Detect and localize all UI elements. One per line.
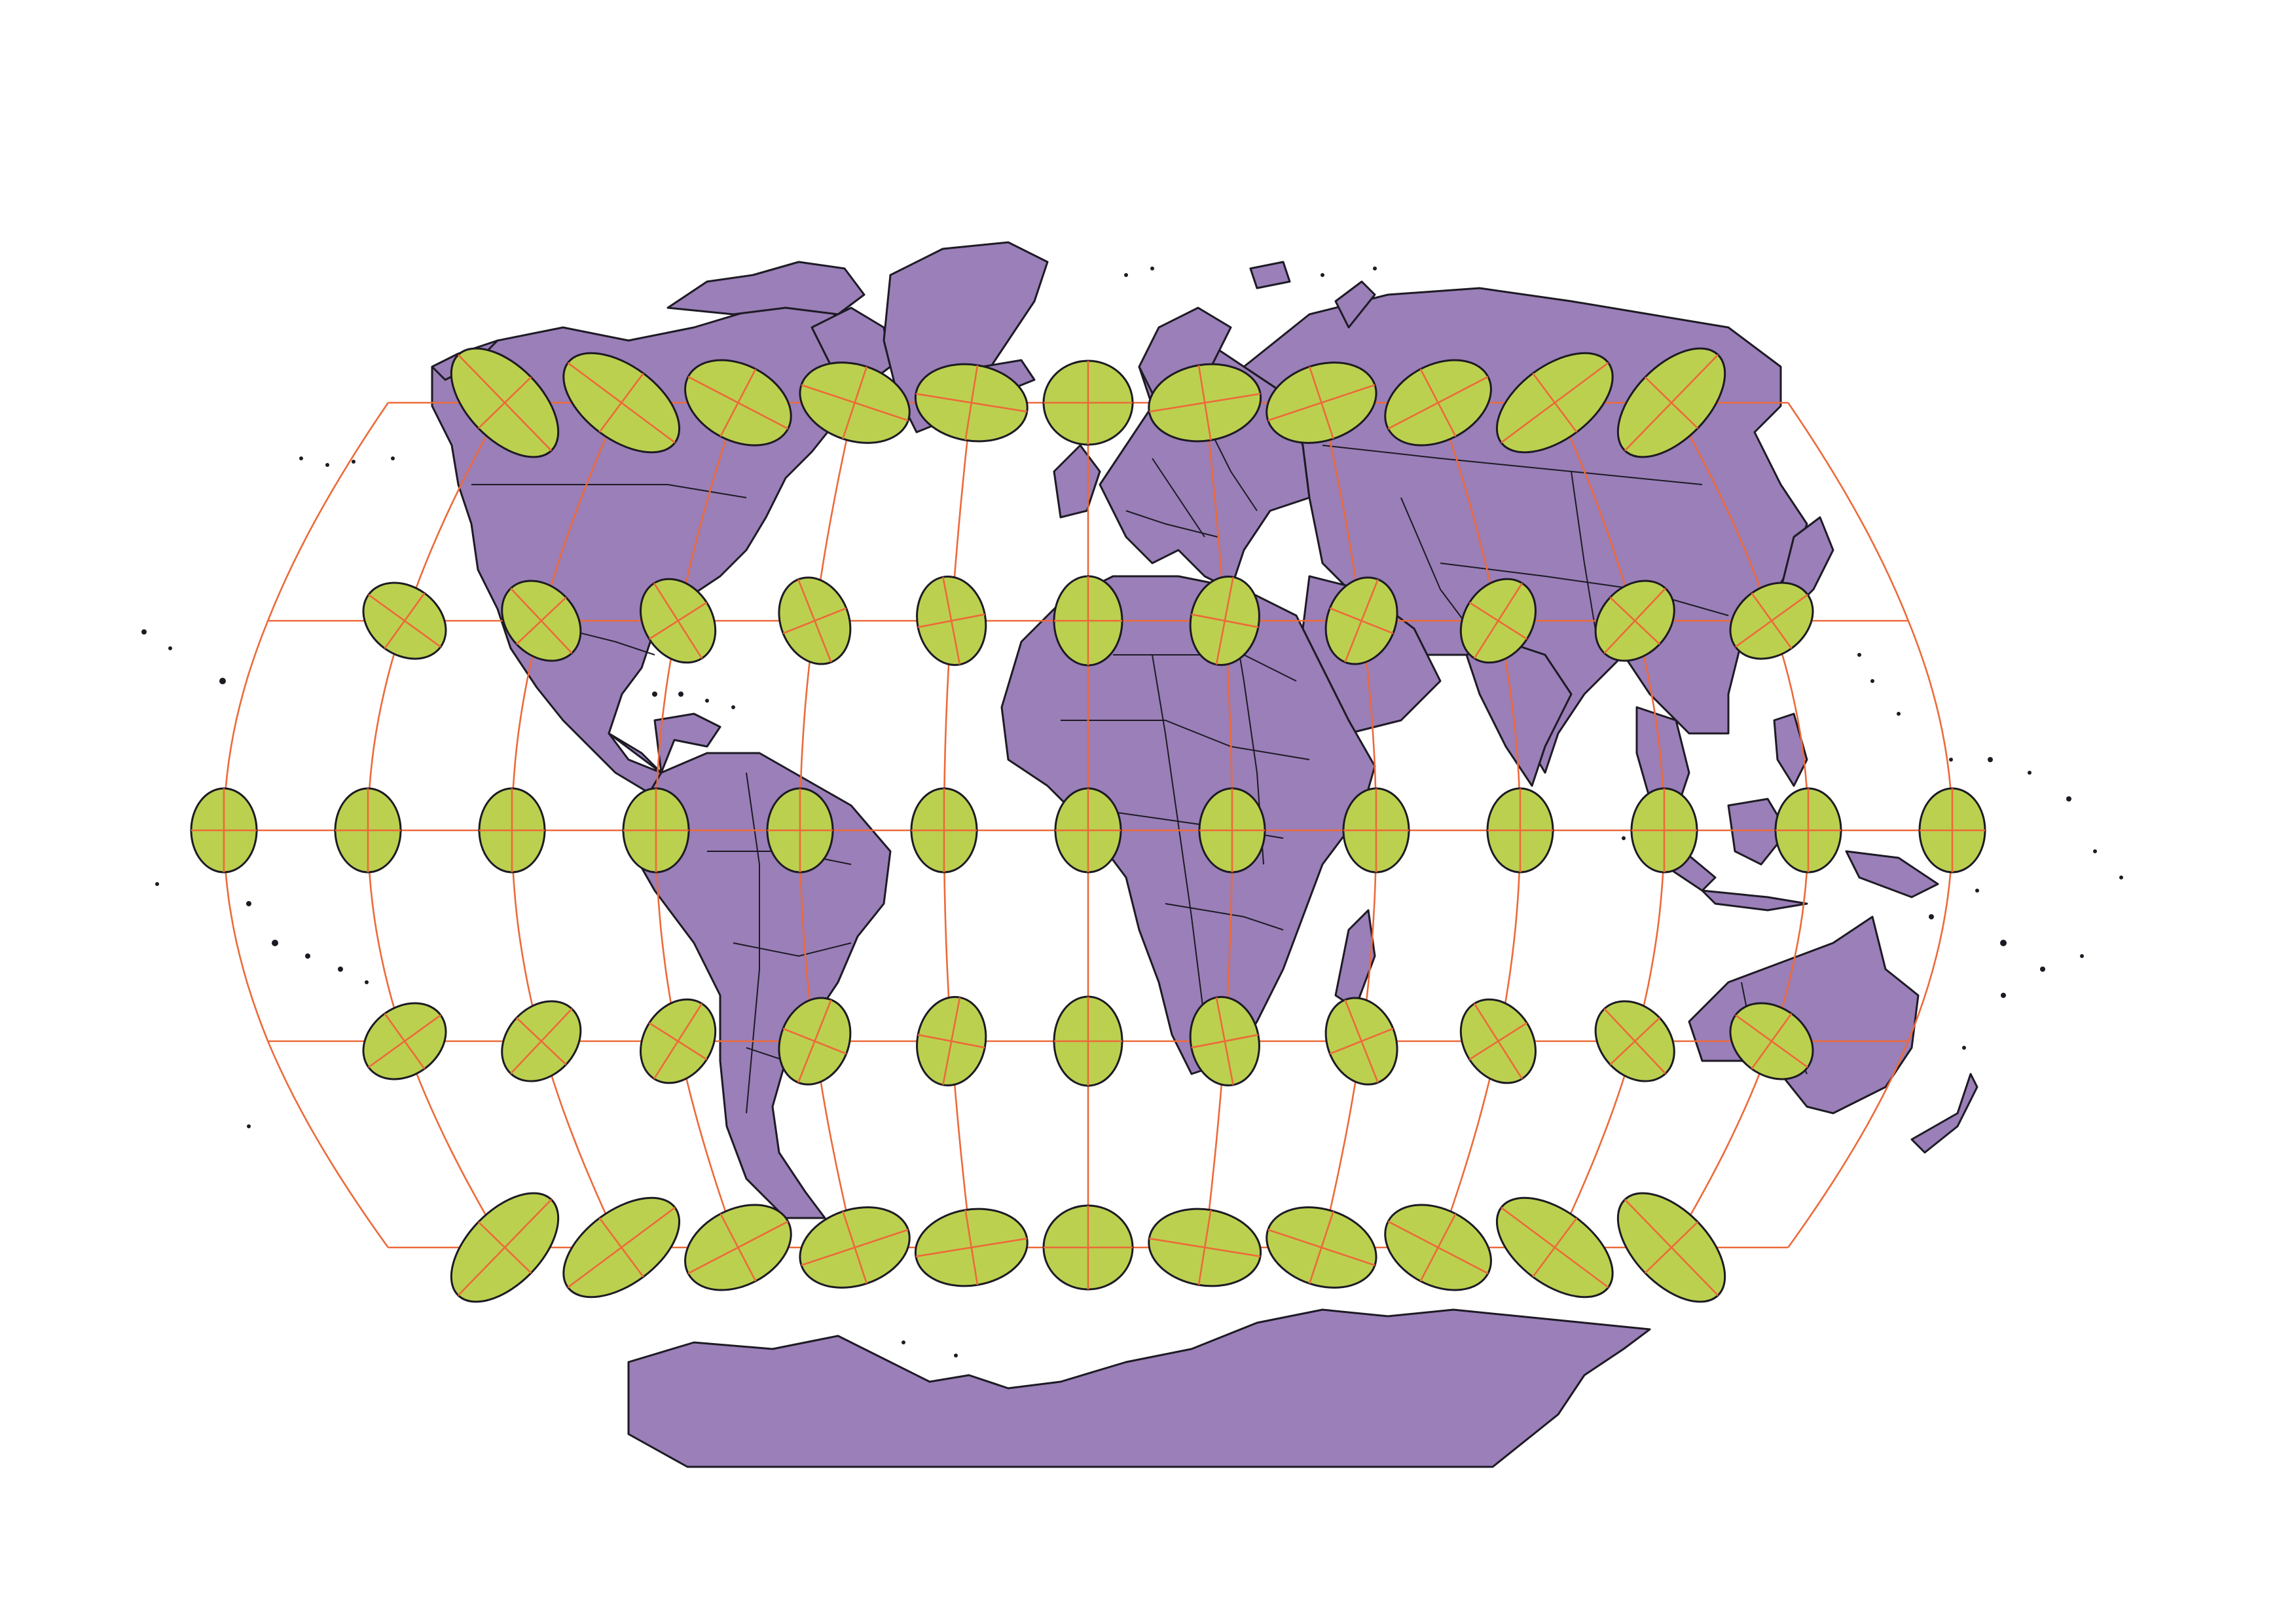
indicatrix-axis [1308,1211,1334,1284]
indicatrix-axis [1215,576,1234,665]
indicatrix-axis [1603,587,1666,654]
new-guinea [1845,850,1939,898]
indicatrix-axis [510,587,573,654]
indicatrix-axis [598,1217,644,1278]
indicatrix-axis [1532,373,1578,433]
indicatrix-axis [1735,594,1808,648]
arctic-archipelago [666,261,866,316]
indicatrix-axis [1419,1213,1457,1282]
indicatrix-axis [964,365,979,441]
australia [1688,915,1920,1115]
indicatrix-axis [797,579,832,663]
indicatrix-axis [1735,1014,1808,1068]
borneo [1727,798,1789,866]
central-america [608,712,721,774]
indicatrix-axis [1419,368,1457,437]
indicatrix-axis [842,366,868,439]
indicatrix-axis [477,1221,532,1274]
indicatrix-axis [368,594,441,648]
indicatrix-axis [797,999,832,1083]
indicatrix-axis [1344,999,1379,1083]
british-isles [1053,444,1101,519]
indicatrix-axis [720,1213,757,1282]
antarctica [627,1308,1651,1468]
new-zealand [1910,1073,1978,1154]
indicatrix-axis [1644,377,1699,429]
indicatrix-axis [942,576,961,665]
indicatrix-axis [653,1003,703,1080]
south-america [627,752,892,1219]
svalbard [1249,261,1291,289]
indicatrix-axis [720,368,757,437]
indicatrix-axis [477,377,532,429]
indicatrix-axis [1603,1008,1666,1075]
java [1701,889,1808,912]
novaya-zemlya [1334,280,1376,329]
indicatrix-axis [942,997,961,1086]
tissot-indicatrices [190,347,1986,1303]
indicatrix-axis [368,1014,441,1068]
indicatrix-axis [842,1211,868,1284]
indicatrix-axis [1197,365,1212,441]
indicatrix-axis [1197,1209,1212,1285]
indicatrix-axis [510,1008,573,1075]
indicatrix-axis [1215,997,1234,1086]
indicatrix-axis [598,373,644,433]
indicatrix-axis [1532,1217,1578,1278]
philippines [1773,712,1808,787]
indicatrix-axis [1308,366,1334,439]
indicatrix-axis [1344,579,1379,663]
indicatrix-axis [1644,1221,1699,1274]
indicatrix-axis [653,582,703,659]
indicatrix-axis [1473,1003,1523,1080]
madagascar [1334,909,1376,1010]
indicatrix-axis [964,1209,979,1285]
indicatrix-axis [1473,582,1523,659]
